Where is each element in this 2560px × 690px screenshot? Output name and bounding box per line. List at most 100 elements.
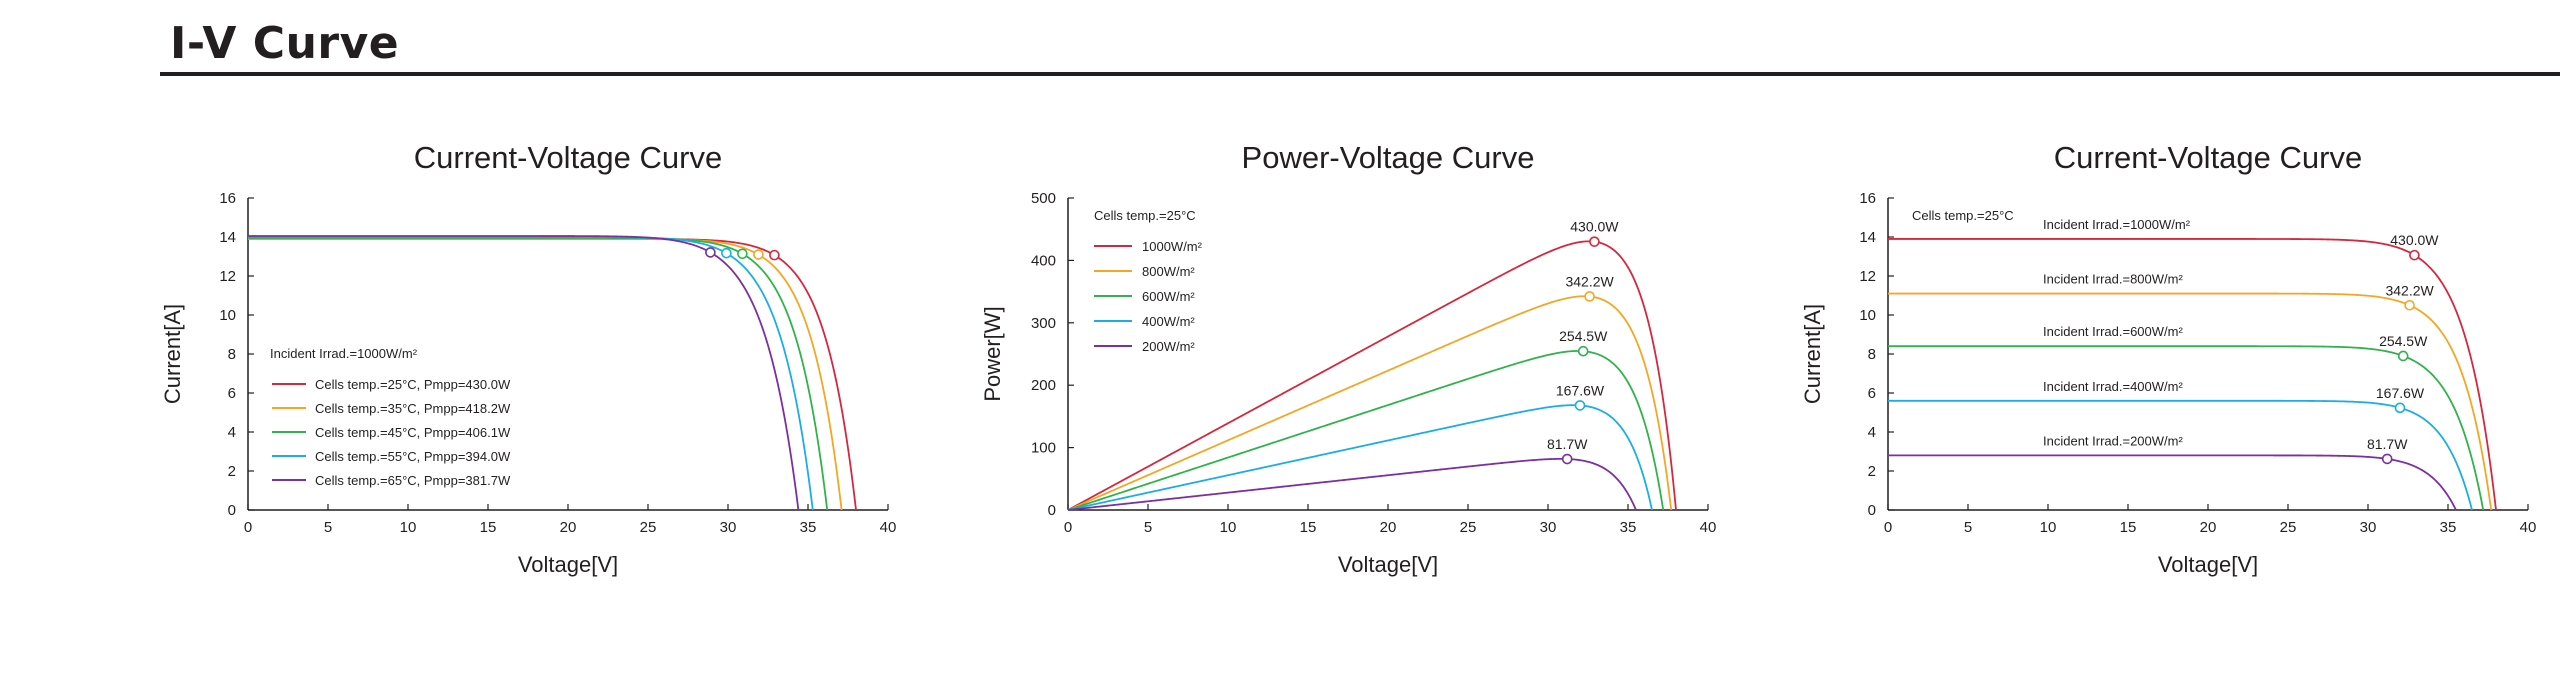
chart-iv-temperature: Current-Voltage Curve 0 5 10 15 20 25 30 35 40 0 2 4… [160, 140, 897, 577]
y-tick-label: 8 [228, 346, 236, 363]
y-tick-label: 0 [228, 502, 236, 519]
mpp-marker-2 [2404, 299, 2415, 311]
y-tick-label: 100 [1031, 440, 1056, 457]
mpp-value-label: 430.0W [2390, 232, 2439, 248]
mpp-value-label: 342.2W [2385, 282, 2434, 298]
heading-divider [160, 72, 2560, 76]
y-tick-label: 2 [1868, 463, 1876, 480]
x-tick-label: 30 [720, 519, 737, 536]
mpp-marker-1 [2409, 249, 2420, 261]
y-tick-label: 10 [1859, 307, 1876, 324]
y-tick-label: 16 [1859, 190, 1876, 207]
mpp-value-label: 254.5W [2379, 333, 2428, 349]
series-line-4 [248, 236, 814, 511]
x-tick-label: 5 [1964, 519, 1972, 536]
x-tick-label: 10 [2040, 519, 2057, 536]
y-tick-label: 8 [1868, 346, 1876, 363]
y-tick-label: 16 [219, 190, 236, 207]
mpp-marker-4 [2394, 402, 2406, 414]
x-tick-label: 20 [560, 519, 577, 536]
legend-entry: 400W/m² [1142, 314, 1195, 329]
mpp-marker-1 [769, 249, 780, 261]
x-tick-label: 15 [2120, 519, 2137, 536]
chart-title: Current-Voltage Curve [2054, 140, 2362, 175]
legend-entry: Cells temp.=45°C, Pmpp=406.1W [315, 425, 511, 440]
x-tick-label: 0 [1884, 519, 1892, 536]
legend-entry: 800W/m² [1142, 264, 1195, 279]
mpp-marker-3 [2397, 350, 2409, 362]
mpp-value-label: 81.7W [1547, 436, 1588, 452]
chart-title: Current-Voltage Curve [414, 140, 722, 175]
x-tick-label: 20 [2200, 519, 2217, 536]
mpp-marker-5 [1561, 453, 1573, 465]
x-tick-label: 40 [1700, 519, 1717, 536]
mpp-value-label: 430.0W [1570, 219, 1619, 235]
x-tick-label: 25 [1460, 519, 1477, 536]
series-line-5 [248, 235, 800, 511]
mpp-value-label: 167.6W [2376, 385, 2425, 401]
y-tick-label: 6 [228, 385, 236, 402]
x-tick-label: 15 [1300, 519, 1317, 536]
x-tick-label: 35 [800, 519, 817, 536]
x-axis-label: Voltage[V] [518, 552, 618, 577]
legend-entry: 600W/m² [1142, 289, 1195, 304]
chart-title: Power-Voltage Curve [1242, 140, 1535, 175]
mpp-value-label: 342.2W [1565, 273, 1614, 289]
series-line-4 [1888, 399, 2473, 511]
x-tick-label: 40 [2520, 519, 2537, 536]
mpp-value-label: 167.6W [1556, 382, 1605, 398]
x-tick-label: 30 [1540, 519, 1557, 536]
y-tick-label: 12 [219, 268, 236, 285]
legend-entry: Cells temp.=55°C, Pmpp=394.0W [315, 449, 511, 464]
mpp-marker-3 [737, 248, 748, 260]
x-tick-label: 20 [1380, 519, 1397, 536]
curve-label: Incident Irrad.=1000W/m² [2043, 217, 2191, 232]
legend-title: Incident Irrad.=1000W/m² [270, 346, 418, 361]
x-axis-label: Voltage[V] [2158, 552, 2258, 577]
x-tick-label: 0 [1064, 519, 1072, 536]
y-axis-label: Power[W] [980, 306, 1005, 401]
legend-entry: 200W/m² [1142, 339, 1195, 354]
x-tick-label: 10 [1220, 519, 1237, 536]
legend-title: Cells temp.=25°C [1094, 208, 1196, 223]
y-tick-label: 4 [1868, 424, 1876, 441]
legend-entry: 1000W/m² [1142, 239, 1203, 254]
series-line-2 [248, 238, 843, 511]
legend-title: Cells temp.=25°C [1912, 208, 2014, 223]
mpp-marker-4 [1574, 400, 1586, 411]
y-tick-label: 12 [1859, 268, 1876, 285]
y-tick-label: 400 [1031, 252, 1056, 269]
series-line-5 [1067, 457, 1637, 511]
y-tick-label: 0 [1048, 502, 1056, 519]
curve-label: Incident Irrad.=200W/m² [2043, 433, 2183, 448]
curve-label: Incident Irrad.=800W/m² [2043, 272, 2183, 287]
y-tick-label: 500 [1031, 190, 1056, 207]
mpp-value-label: 254.5W [1559, 328, 1608, 344]
x-axis-label: Voltage[V] [1338, 552, 1438, 577]
mpp-value-label: 81.7W [2367, 436, 2408, 452]
y-tick-label: 0 [1868, 502, 1876, 519]
mpp-marker-5 [2381, 453, 2393, 465]
mpp-marker-4 [721, 247, 732, 259]
x-tick-label: 15 [480, 519, 497, 536]
series-line-1 [248, 238, 857, 511]
chart-iv-irradiance: Current-Voltage Curve 0 5 10 15 20 25 30 35 40 0 2 4… [1800, 140, 2537, 577]
mpp-marker-2 [1584, 291, 1595, 302]
legend-entry: Cells temp.=65°C, Pmpp=381.7W [315, 473, 511, 488]
mpp-marker-2 [753, 249, 764, 260]
series-line-5 [1888, 454, 2457, 511]
page-heading: I-V Curve [170, 18, 400, 69]
y-tick-label: 10 [219, 307, 236, 324]
mpp-marker-3 [1577, 345, 1589, 357]
curve-label: Incident Irrad.=400W/m² [2043, 379, 2183, 394]
series-line-3 [248, 237, 829, 511]
y-axis-label: Current[A] [1800, 304, 1825, 404]
x-tick-label: 0 [244, 519, 252, 536]
x-tick-label: 40 [880, 519, 897, 536]
y-tick-label: 14 [1859, 229, 1876, 246]
y-tick-label: 4 [228, 424, 236, 441]
x-tick-label: 10 [400, 519, 417, 536]
legend-entry: Cells temp.=25°C, Pmpp=430.0W [315, 377, 511, 392]
x-tick-label: 25 [640, 519, 657, 536]
legend-entry: Cells temp.=35°C, Pmpp=418.2W [315, 401, 511, 416]
